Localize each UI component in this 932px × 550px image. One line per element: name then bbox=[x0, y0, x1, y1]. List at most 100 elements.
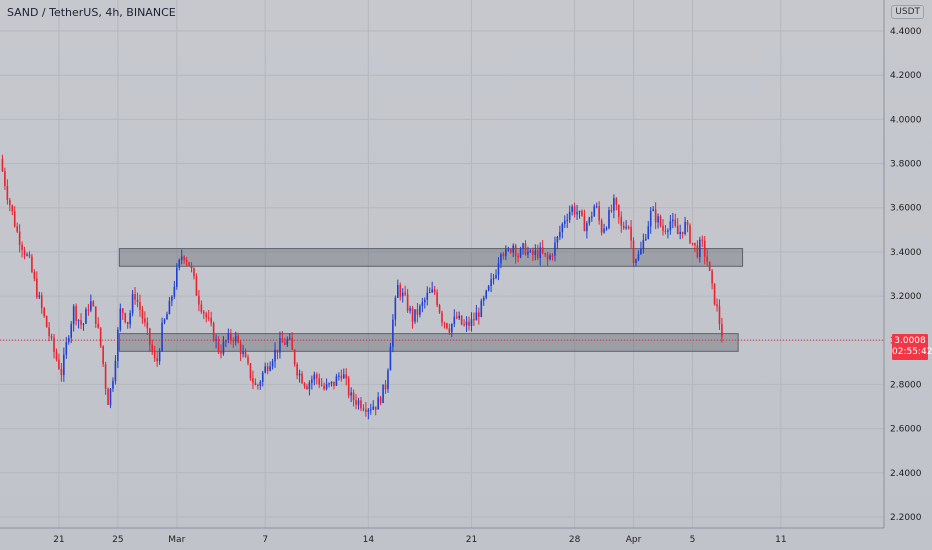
candle bbox=[237, 332, 239, 344]
candle bbox=[632, 237, 635, 268]
candle bbox=[374, 406, 377, 416]
candle bbox=[97, 317, 100, 329]
candle bbox=[271, 358, 274, 370]
symbol-legend[interactable]: SAND / TetherUS, 4h, BINANCE bbox=[7, 6, 176, 19]
candle bbox=[473, 312, 475, 326]
candle bbox=[482, 295, 485, 306]
candle bbox=[414, 309, 416, 324]
price-axis[interactable]: 4.4000 4.2000 4.0000 3.8000 3.6000 3.4000 3.20… bbox=[883, 0, 922, 528]
candle bbox=[699, 236, 701, 263]
price-tick-label: 2.4000 bbox=[890, 469, 922, 479]
candle bbox=[217, 336, 220, 355]
candle bbox=[298, 369, 301, 383]
candle bbox=[274, 342, 276, 368]
zone-resistance[interactable] bbox=[118, 248, 744, 267]
candle bbox=[519, 246, 522, 259]
candle bbox=[94, 306, 97, 328]
candle bbox=[416, 302, 419, 323]
price-tick-label: 2.8000 bbox=[890, 380, 922, 390]
candle bbox=[195, 273, 198, 296]
candle bbox=[534, 244, 537, 261]
candle bbox=[269, 361, 271, 372]
time-tick-label: 25 bbox=[112, 535, 123, 545]
candle bbox=[600, 218, 603, 236]
candle bbox=[166, 311, 168, 320]
last-price-badge: 3.0008 02:55:42 bbox=[892, 334, 932, 361]
candle bbox=[649, 207, 652, 234]
candle bbox=[667, 228, 669, 239]
candle bbox=[404, 285, 406, 297]
candle bbox=[70, 321, 73, 344]
time-tick-label: Mar bbox=[168, 535, 185, 545]
candle bbox=[75, 303, 77, 326]
candle bbox=[470, 312, 473, 332]
candle bbox=[205, 311, 208, 323]
candle bbox=[522, 242, 524, 255]
time-tick-label: 7 bbox=[262, 535, 268, 545]
candle bbox=[107, 387, 109, 405]
price-tick-label: 2.2000 bbox=[890, 513, 922, 523]
candle bbox=[559, 225, 561, 241]
candle bbox=[102, 345, 104, 367]
candle bbox=[446, 322, 448, 330]
candle bbox=[369, 403, 372, 415]
candle bbox=[463, 319, 465, 327]
candle bbox=[53, 333, 55, 359]
candle bbox=[134, 287, 136, 305]
candle bbox=[691, 242, 694, 246]
candle bbox=[372, 400, 375, 411]
candle bbox=[622, 221, 625, 230]
candle bbox=[301, 370, 303, 384]
candle bbox=[230, 328, 232, 345]
price-tick-label: 4.4000 bbox=[890, 27, 922, 37]
candle bbox=[436, 289, 438, 308]
candle bbox=[55, 348, 58, 362]
candle bbox=[500, 252, 502, 269]
candle bbox=[645, 233, 647, 241]
candle bbox=[365, 401, 367, 417]
candle bbox=[595, 202, 598, 209]
candle bbox=[495, 269, 497, 280]
candle bbox=[28, 251, 31, 259]
time-tick-label: 28 bbox=[569, 535, 581, 545]
candle bbox=[109, 388, 112, 409]
zone-support[interactable] bbox=[118, 333, 739, 352]
candle bbox=[546, 251, 549, 266]
candle bbox=[31, 253, 33, 274]
candle bbox=[608, 206, 610, 230]
candle bbox=[694, 242, 696, 253]
candle bbox=[286, 336, 289, 348]
candle bbox=[401, 288, 404, 303]
candle bbox=[72, 304, 75, 332]
currency-label[interactable]: USDT bbox=[891, 5, 924, 19]
candle bbox=[514, 243, 517, 264]
candle bbox=[60, 363, 63, 382]
candle bbox=[554, 236, 556, 262]
candle bbox=[315, 372, 318, 385]
candle bbox=[148, 327, 151, 353]
candle bbox=[544, 252, 546, 258]
candle bbox=[573, 202, 576, 218]
candle bbox=[232, 337, 235, 348]
candle bbox=[131, 289, 134, 317]
candle bbox=[431, 281, 433, 294]
candle bbox=[586, 220, 588, 239]
candle bbox=[220, 344, 222, 359]
candle bbox=[684, 216, 686, 236]
candle bbox=[507, 246, 510, 252]
candle bbox=[303, 382, 306, 389]
time-axis[interactable]: 21 25 Mar 7 14 21 28 Apr 5 11 bbox=[0, 527, 884, 545]
candle bbox=[99, 327, 102, 349]
candle bbox=[662, 218, 664, 236]
candle bbox=[362, 404, 365, 412]
candle bbox=[345, 368, 348, 386]
candle bbox=[296, 362, 298, 380]
candle bbox=[77, 319, 80, 329]
candle bbox=[478, 307, 480, 325]
candle bbox=[355, 394, 357, 410]
candle bbox=[451, 323, 453, 338]
candle bbox=[254, 378, 257, 386]
candle bbox=[183, 255, 185, 264]
